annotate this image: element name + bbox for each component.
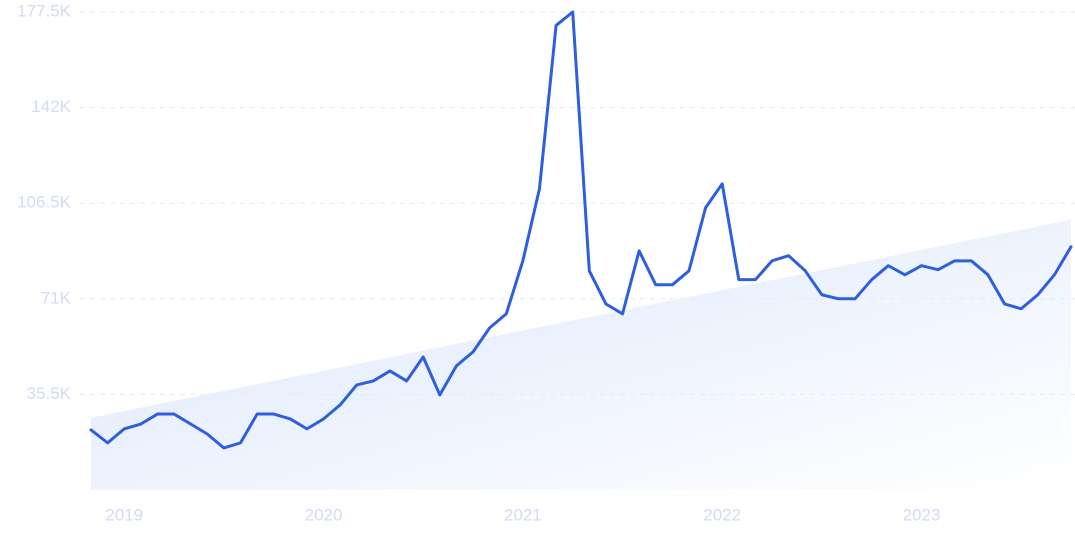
x-tick-label: 2021 xyxy=(504,505,542,524)
x-tick-label: 2020 xyxy=(305,505,343,524)
y-tick-label: 106.5K xyxy=(17,193,72,212)
y-tick-label: 71K xyxy=(41,288,72,307)
x-tick-label: 2023 xyxy=(903,505,941,524)
y-tick-label: 142K xyxy=(31,97,71,116)
data-line xyxy=(89,10,1073,450)
trend-area xyxy=(91,219,1071,490)
x-tick-label: 2019 xyxy=(105,505,143,524)
y-tick-label: 177.5K xyxy=(17,1,72,20)
x-tick-label: 2022 xyxy=(703,505,741,524)
y-tick-label: 35.5K xyxy=(27,384,72,403)
